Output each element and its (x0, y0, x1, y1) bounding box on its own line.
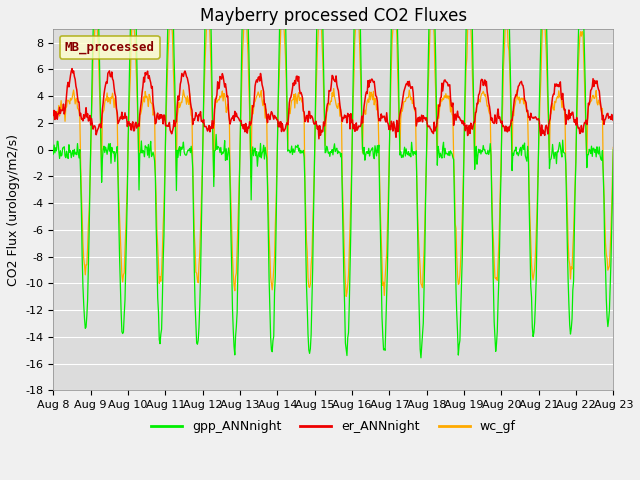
Legend: gpp_ANNnight, er_ANNnight, wc_gf: gpp_ANNnight, er_ANNnight, wc_gf (146, 415, 521, 438)
Y-axis label: CO2 Flux (urology/m2/s): CO2 Flux (urology/m2/s) (7, 134, 20, 286)
Title: Mayberry processed CO2 Fluxes: Mayberry processed CO2 Fluxes (200, 7, 467, 25)
